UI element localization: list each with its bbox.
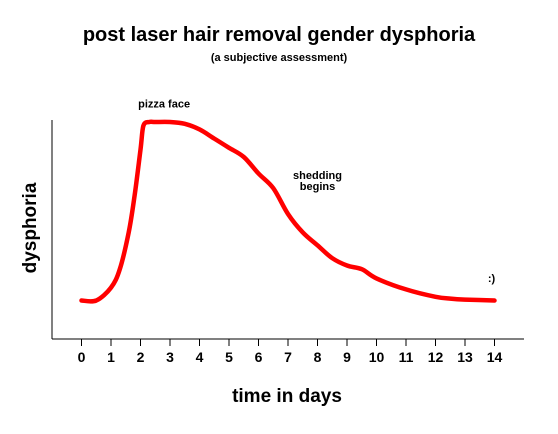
x-tick-label: 13 (457, 349, 473, 365)
x-axis-label: time in days (232, 386, 342, 407)
x-tick-label: 8 (314, 349, 322, 365)
x-tick-label: 4 (196, 349, 204, 365)
x-tick-label: 12 (428, 349, 444, 365)
annotation-label: pizza face (138, 98, 190, 110)
x-tick-label: 11 (399, 349, 414, 365)
series-layer (79, 119, 497, 304)
axes (51, 120, 524, 340)
x-tick-label: 0 (78, 349, 86, 365)
x-tick-label: 10 (369, 349, 385, 365)
x-ticks: 0 1 2 3 4 5 6 7 8 9 10 11 12 13 14 (78, 339, 503, 365)
x-tick-label: 5 (225, 349, 233, 365)
annotation-label: shedding (293, 170, 342, 182)
y-axis-label: dysphoria (20, 182, 41, 273)
x-tick-label: 1 (107, 349, 115, 365)
chart-title: post laser hair removal gender dysphoria (82, 24, 476, 46)
series-line (79, 119, 497, 304)
annotation-label: begins (300, 181, 335, 193)
x-tick-label: 14 (487, 349, 503, 365)
x-tick-label: 6 (255, 349, 263, 365)
annotation-label: :) (488, 273, 496, 285)
x-tick-label: 7 (284, 349, 292, 365)
chart-subtitle: (a subjective assessment) (210, 52, 348, 64)
x-tick-label: 9 (343, 349, 351, 365)
x-tick-label: 3 (166, 349, 174, 365)
x-tick-label: 2 (137, 349, 145, 365)
